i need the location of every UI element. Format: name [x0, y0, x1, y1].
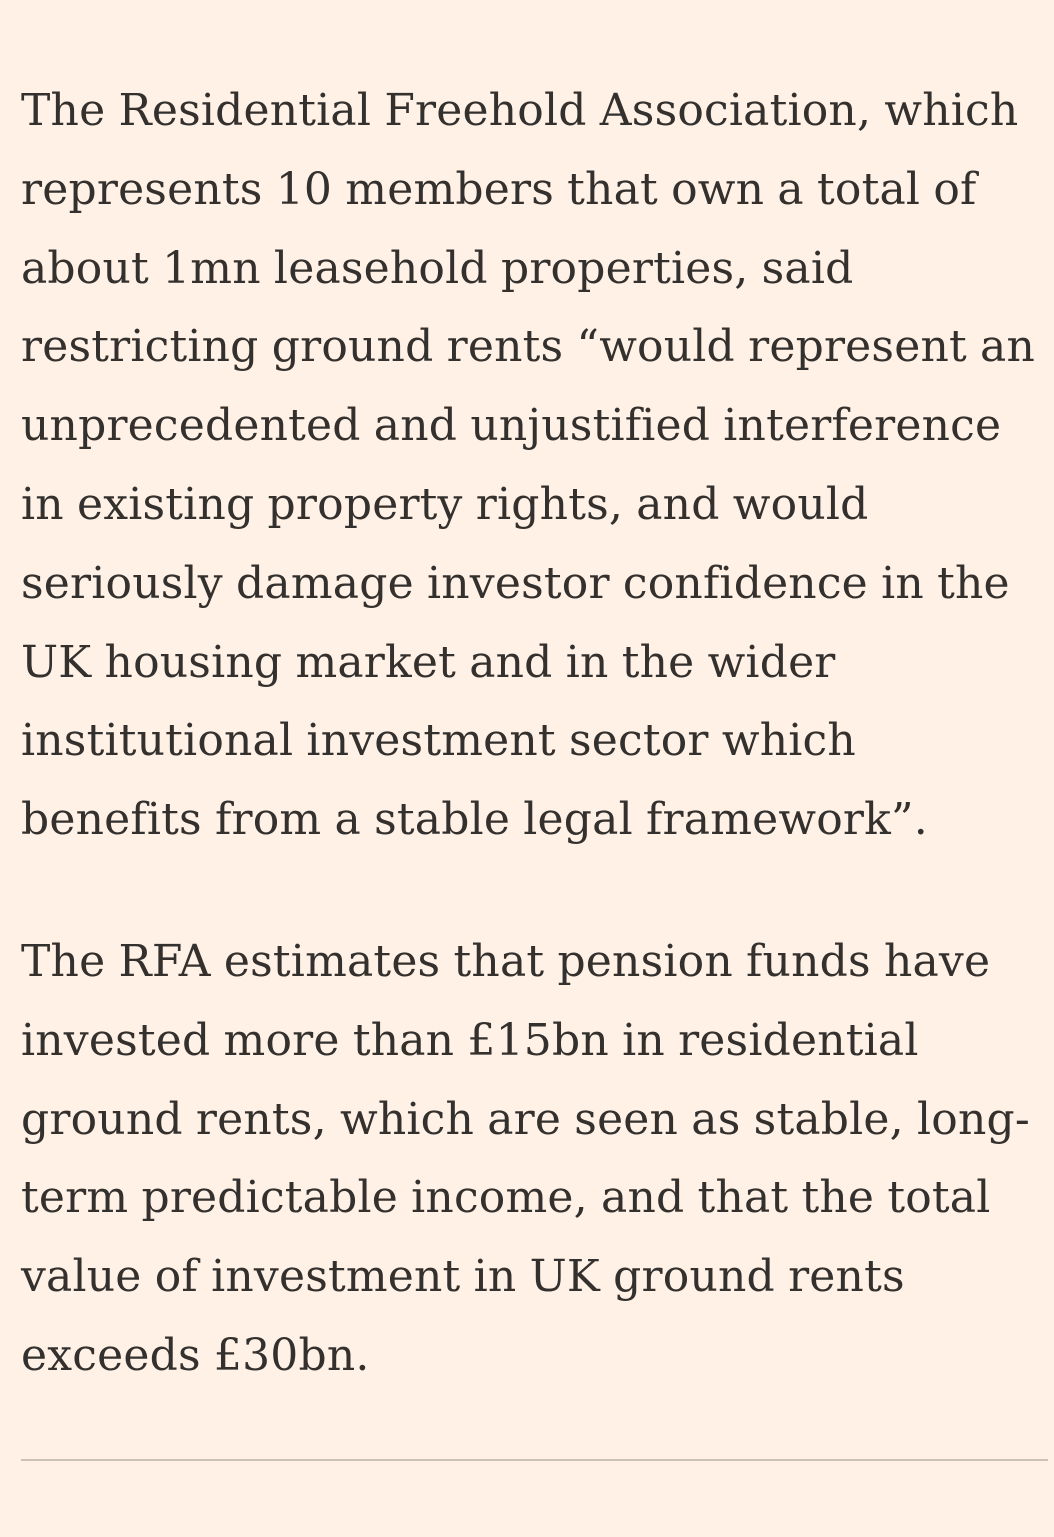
section-divider: [21, 1459, 1048, 1461]
text-line: in existing property rights, and would: [21, 478, 869, 530]
text-line: exceeds £30bn.: [21, 1329, 370, 1381]
text-line: invested more than £15bn in residential: [21, 1014, 919, 1066]
text-line: UK housing market and in the wider: [21, 636, 836, 688]
text-line: unprecedented and unjustified interferen…: [21, 400, 1002, 452]
text-line: ground rents, which are seen as stable, …: [21, 1093, 1030, 1145]
article-paragraph-2: The RFA estimates that pension funds hav…: [21, 923, 1041, 1396]
text-line: value of investment in UK ground rents: [21, 1251, 905, 1303]
article-paragraph-1: The Residential Freehold Association, wh…: [21, 72, 1041, 860]
text-line: term predictable income, and that the to…: [21, 1172, 991, 1224]
text-line: about 1mn leasehold properties, said: [21, 242, 854, 294]
text-line: institutional investment sector which: [21, 715, 856, 767]
text-line: benefits from a stable legal framework”.: [21, 794, 928, 846]
text-line: represents 10 members that own a total o…: [21, 163, 977, 215]
text-line: The Residential Freehold Association, wh…: [21, 85, 1019, 136]
text-line: seriously damage investor confidence in …: [21, 557, 1010, 609]
text-line: restricting ground rents “would represen…: [21, 321, 1036, 373]
article-body: The Residential Freehold Association, wh…: [21, 72, 1041, 1396]
text-line: The RFA estimates that pension funds hav…: [21, 935, 991, 987]
